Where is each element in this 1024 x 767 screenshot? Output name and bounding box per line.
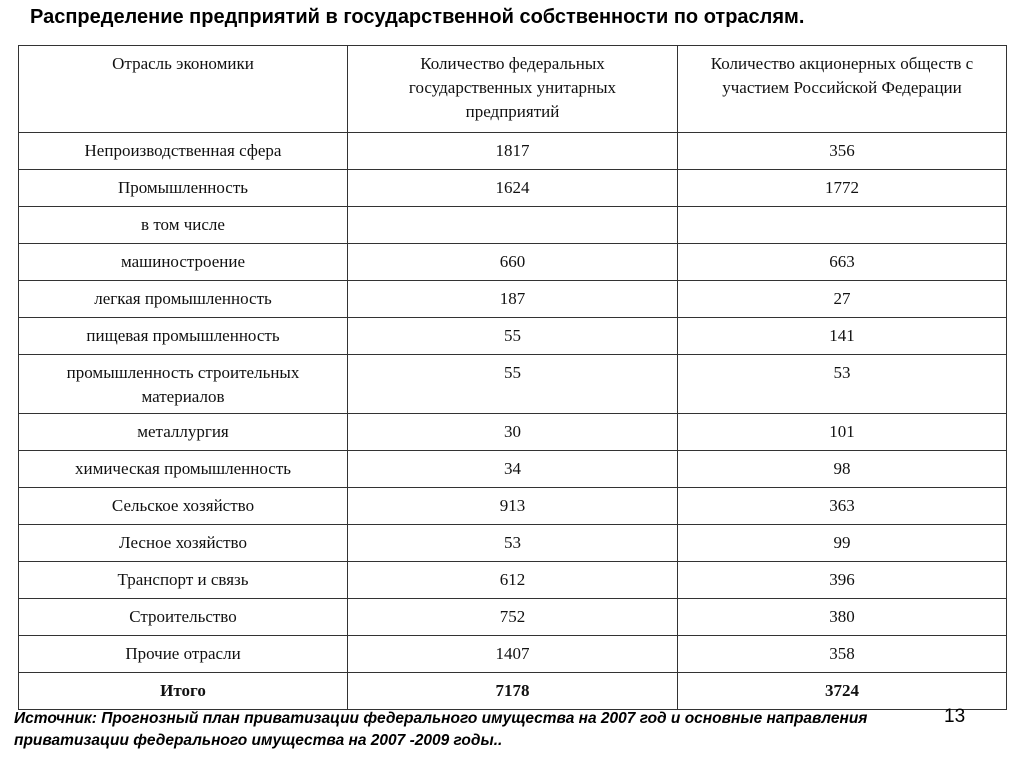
table-row: Лесное хозяйство 53 99: [18, 524, 1007, 562]
cell: 913: [347, 487, 678, 525]
cell: 55: [347, 317, 678, 355]
page-number: 13: [944, 706, 966, 727]
cell: 53: [347, 524, 678, 562]
column-header: Количество федеральных государственных у…: [347, 45, 678, 133]
table-row: машиностроение 660 663: [18, 243, 1007, 281]
table-row: в том числе: [18, 206, 1007, 244]
row-label: Непроизводственная сфера: [18, 132, 348, 170]
row-label: Прочие отрасли: [18, 635, 348, 673]
cell: [677, 206, 1007, 244]
table-row: Строительство 752 380: [18, 598, 1007, 636]
cell: 27: [677, 280, 1007, 318]
table-row: Транспорт и связь 612 396: [18, 561, 1007, 599]
table-row: Непроизводственная сфера 1817 356: [18, 132, 1007, 170]
row-label: в том числе: [18, 206, 348, 244]
cell: 663: [677, 243, 1007, 281]
cell: 356: [677, 132, 1007, 170]
cell: 53: [677, 354, 1007, 414]
row-label: Сельское хозяйство: [18, 487, 348, 525]
row-label: Итого: [18, 672, 348, 710]
cell: 3724: [677, 672, 1007, 710]
row-label: машиностроение: [18, 243, 348, 281]
cell: 396: [677, 561, 1007, 599]
row-label: пищевая промышленность: [18, 317, 348, 355]
row-label: Промышленность: [18, 169, 348, 207]
table-row: Сельское хозяйство 913 363: [18, 487, 1007, 525]
cell: 101: [677, 413, 1007, 451]
row-label: легкая промышленность: [18, 280, 348, 318]
cell: 30: [347, 413, 678, 451]
table-row: Итого 7178 3724: [18, 672, 1007, 710]
source-note: Источник: Прогнозный план приватизации ф…: [14, 710, 868, 749]
table-row: легкая промышленность 187 27: [18, 280, 1007, 318]
cell: 187: [347, 280, 678, 318]
column-header: Отрасль экономики: [18, 45, 348, 133]
cell: 34: [347, 450, 678, 488]
cell: [347, 206, 678, 244]
table: Отрасль экономики Количество федеральных …: [18, 45, 1007, 710]
column-header: Количество акционерных обществ с участие…: [677, 45, 1007, 133]
cell: 1624: [347, 169, 678, 207]
cell: 98: [677, 450, 1007, 488]
cell: 612: [347, 561, 678, 599]
header-row: Отрасль экономики Количество федеральных …: [18, 45, 1007, 133]
title: Распределение предприятий в государствен…: [30, 6, 805, 28]
row-label: химическая промышленность: [18, 450, 348, 488]
table-row: химическая промышленность 34 98: [18, 450, 1007, 488]
cell: 752: [347, 598, 678, 636]
cell: 1772: [677, 169, 1007, 207]
row-label: Транспорт и связь: [18, 561, 348, 599]
row-label: Строительство: [18, 598, 348, 636]
table-row: Промышленность 1624 1772: [18, 169, 1007, 207]
table-row: металлургия 30 101: [18, 413, 1007, 451]
cell: 1407: [347, 635, 678, 673]
cell: 380: [677, 598, 1007, 636]
cell: 660: [347, 243, 678, 281]
table-row: Прочие отрасли 1407 358: [18, 635, 1007, 673]
table-row: промышленность строительных материалов 55…: [18, 354, 1007, 414]
table-row: пищевая промышленность 55 141: [18, 317, 1007, 355]
cell: 363: [677, 487, 1007, 525]
row-label: металлургия: [18, 413, 348, 451]
cell: 7178: [347, 672, 678, 710]
cell: 99: [677, 524, 1007, 562]
row-label: промышленность строительных материалов: [18, 354, 348, 414]
cell: 141: [677, 317, 1007, 355]
cell: 55: [347, 354, 678, 414]
cell: 1817: [347, 132, 678, 170]
cell: 358: [677, 635, 1007, 673]
row-label: Лесное хозяйство: [18, 524, 348, 562]
